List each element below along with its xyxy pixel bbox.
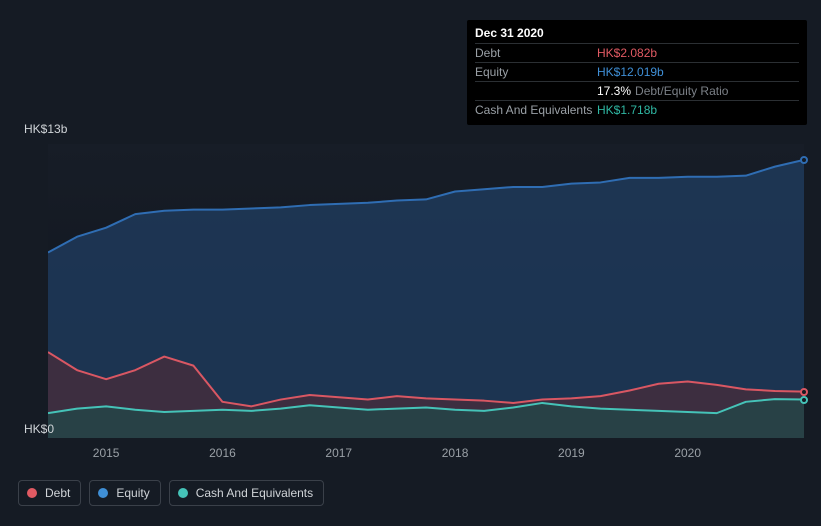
hover-marker-equity bbox=[800, 156, 808, 164]
legend-item[interactable]: Debt bbox=[18, 480, 81, 506]
chart-legend: Debt Equity Cash And Equivalents bbox=[18, 480, 324, 506]
hover-marker-cash bbox=[800, 396, 808, 404]
legend-item-label: Debt bbox=[45, 486, 70, 500]
legend-item[interactable]: Cash And Equivalents bbox=[169, 480, 324, 506]
legend-swatch-icon bbox=[98, 488, 108, 498]
x-axis-label: 2020 bbox=[674, 446, 701, 460]
tooltip-row-label bbox=[475, 84, 597, 98]
x-axis-label: 2016 bbox=[209, 446, 236, 460]
tooltip-row-value: HK$12.019b bbox=[597, 65, 664, 79]
tooltip-row-label: Equity bbox=[475, 65, 597, 79]
tooltip-row: 17.3% Debt/Equity Ratio bbox=[475, 81, 799, 100]
tooltip-row-value: HK$1.718b bbox=[597, 103, 657, 117]
y-axis-max-label: HK$13b bbox=[24, 122, 67, 136]
tooltip-date: Dec 31 2020 bbox=[475, 24, 799, 43]
tooltip-row: DebtHK$2.082b bbox=[475, 43, 799, 62]
chart-tooltip: Dec 31 2020DebtHK$2.082bEquityHK$12.019b… bbox=[467, 20, 807, 125]
tooltip-row: EquityHK$12.019b bbox=[475, 62, 799, 81]
tooltip-row-value: 17.3% bbox=[597, 84, 631, 98]
hover-marker-debt bbox=[800, 388, 808, 396]
x-axis-label: 2018 bbox=[442, 446, 469, 460]
legend-swatch-icon bbox=[27, 488, 37, 498]
x-axis-label: 2015 bbox=[93, 446, 120, 460]
y-axis-zero-label: HK$0 bbox=[24, 422, 54, 436]
tooltip-row: Cash And EquivalentsHK$1.718b bbox=[475, 100, 799, 119]
legend-item[interactable]: Equity bbox=[89, 480, 160, 506]
chart-plot-area[interactable] bbox=[48, 144, 804, 438]
legend-item-label: Equity bbox=[116, 486, 149, 500]
tooltip-row-value: HK$2.082b bbox=[597, 46, 657, 60]
legend-item-label: Cash And Equivalents bbox=[196, 486, 313, 500]
legend-swatch-icon bbox=[178, 488, 188, 498]
tooltip-row-label: Debt bbox=[475, 46, 597, 60]
tooltip-row-extra: Debt/Equity Ratio bbox=[635, 84, 728, 98]
x-axis-label: 2019 bbox=[558, 446, 585, 460]
x-axis-label: 2017 bbox=[325, 446, 352, 460]
tooltip-row-label: Cash And Equivalents bbox=[475, 103, 597, 117]
